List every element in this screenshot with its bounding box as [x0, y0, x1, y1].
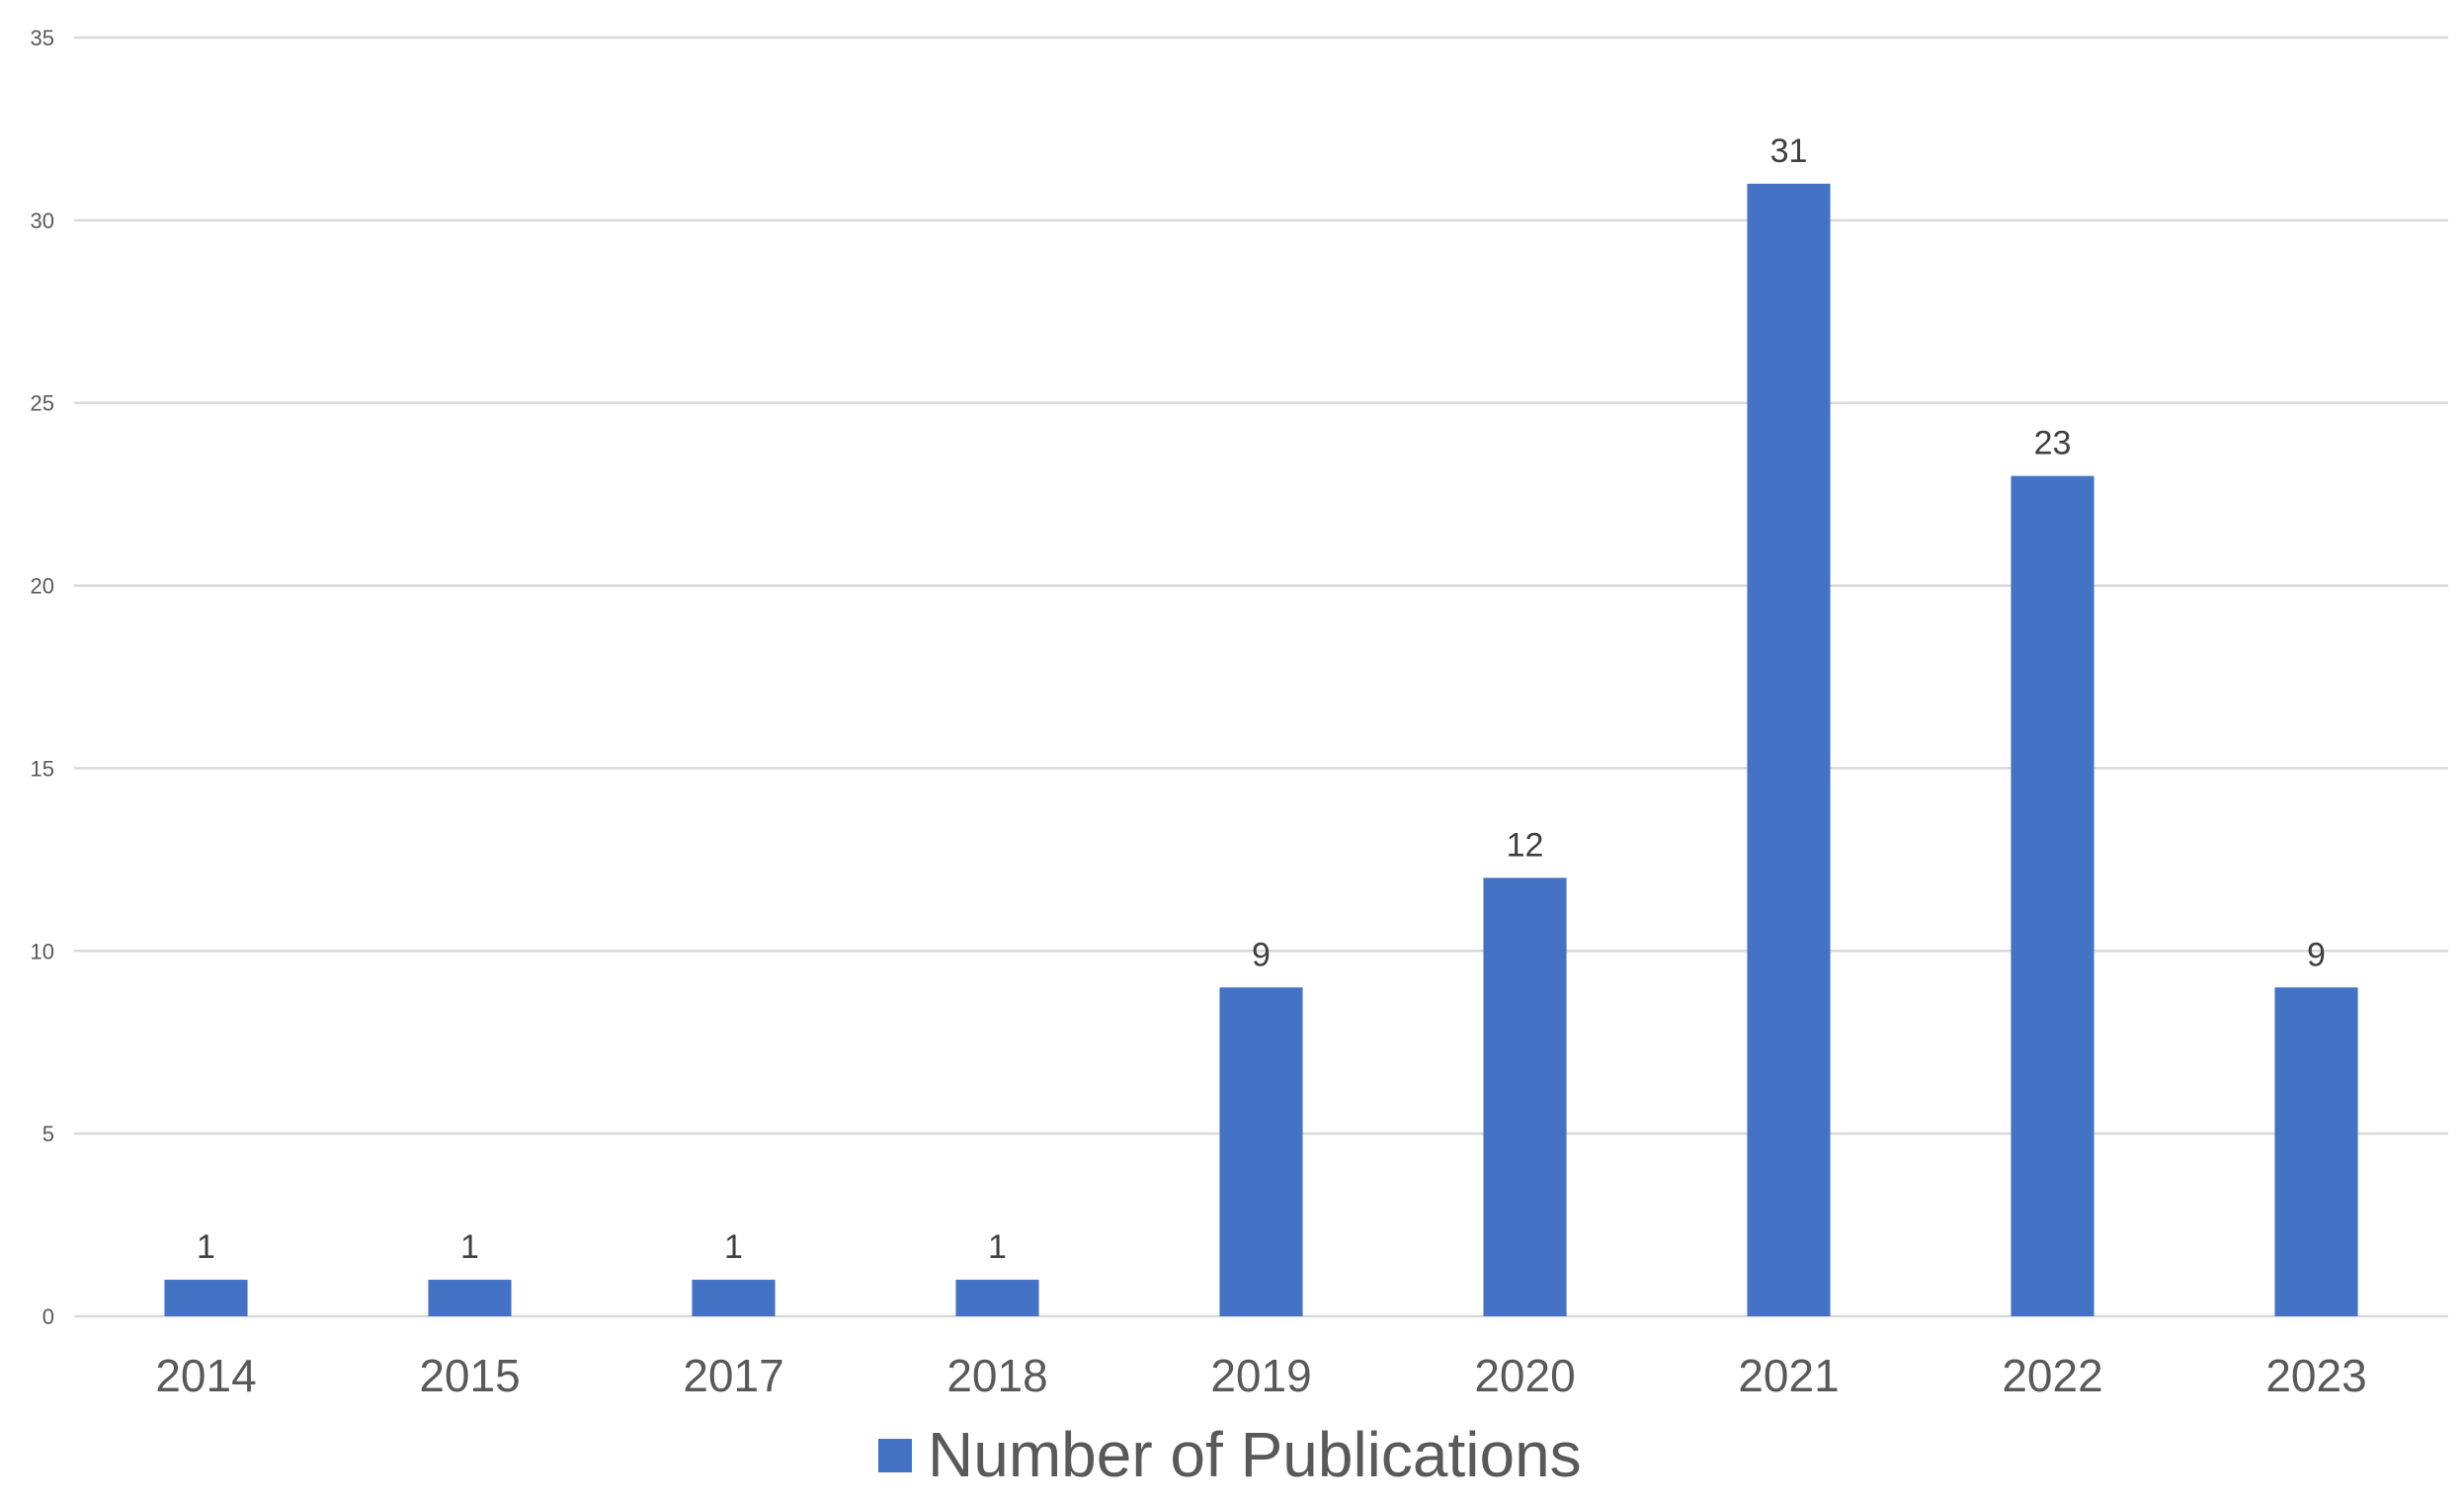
legend-swatch — [878, 1439, 912, 1472]
bar-2015 — [428, 1280, 512, 1316]
data-label-2017: 1 — [724, 1228, 743, 1266]
bar-2022 — [2011, 475, 2094, 1317]
gridlines — [74, 36, 2448, 1318]
y-tick-label: 30 — [31, 209, 54, 233]
x-tick-label-2020: 2020 — [1474, 1350, 1575, 1401]
bar-2021 — [1747, 183, 1831, 1316]
data-label-2022: 23 — [2034, 425, 2072, 462]
bar-2019 — [1219, 987, 1303, 1316]
y-tick-label: 15 — [31, 756, 54, 781]
y-tick-label: 0 — [42, 1304, 54, 1329]
data-label-2015: 1 — [460, 1228, 479, 1266]
data-label-2014: 1 — [197, 1228, 215, 1266]
y-tick-label: 5 — [42, 1122, 54, 1146]
data-label-2020: 12 — [1507, 826, 1544, 864]
x-tick-label-2021: 2021 — [1738, 1350, 1839, 1401]
legend: Number of Publications — [878, 1419, 1582, 1490]
bar-2017 — [692, 1280, 776, 1316]
data-label-2018: 1 — [988, 1228, 1007, 1266]
y-tick-label: 20 — [31, 574, 54, 599]
bar-2020 — [1483, 878, 1567, 1316]
bar-2023 — [2274, 987, 2358, 1316]
y-tick-label: 10 — [31, 939, 54, 963]
x-tick-label-2022: 2022 — [2002, 1350, 2102, 1401]
x-tick-label-2018: 2018 — [946, 1350, 1047, 1401]
data-label-2019: 9 — [1252, 936, 1271, 973]
bar-2014 — [164, 1280, 248, 1316]
data-label-2023: 9 — [2307, 936, 2326, 973]
x-axis: 2014 2015 2017 2018 2019 2020 2021 2022 2023 — [155, 1350, 2366, 1401]
bars — [164, 183, 2358, 1317]
y-axis: 0 5 10 15 20 25 30 35 — [31, 26, 54, 1329]
y-tick-label: 35 — [31, 26, 54, 50]
x-tick-label-2014: 2014 — [155, 1350, 256, 1401]
legend-label: Number of Publications — [928, 1419, 1582, 1490]
data-label-2021: 31 — [1770, 132, 1808, 170]
y-tick-label: 25 — [31, 391, 54, 416]
x-tick-label-2015: 2015 — [419, 1350, 520, 1401]
x-tick-label-2023: 2023 — [2265, 1350, 2366, 1401]
x-tick-label-2017: 2017 — [683, 1350, 783, 1401]
x-tick-label-2019: 2019 — [1210, 1350, 1311, 1401]
data-labels: 1 1 1 1 9 12 31 23 9 — [197, 132, 2326, 1266]
bar-2018 — [955, 1280, 1039, 1316]
